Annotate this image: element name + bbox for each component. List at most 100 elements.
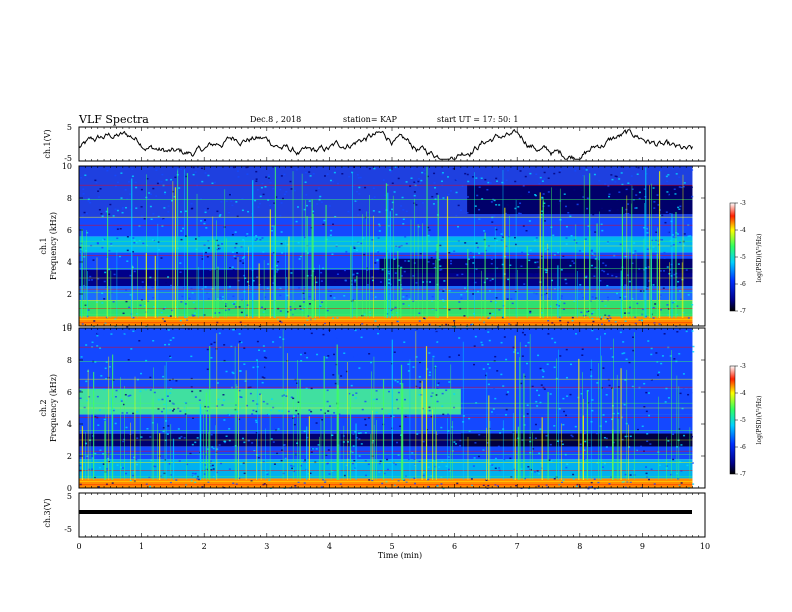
- spectrum-speckle: [646, 440, 649, 443]
- spectrum-speckle: [603, 333, 606, 335]
- spectrum-speckle: [210, 433, 213, 436]
- spectrum-speckle: [120, 172, 123, 174]
- spectrum-speckle: [465, 219, 468, 221]
- spectrum-speckle: [431, 308, 434, 311]
- spectrum-speckle: [376, 259, 379, 261]
- spectrum-speckle: [204, 172, 207, 174]
- spectrum-speckle: [413, 477, 416, 480]
- spectrum-speckle: [518, 331, 521, 333]
- spectrum-speckle: [265, 357, 268, 359]
- spectrum-speckle: [201, 333, 204, 335]
- spectrum-speckle: [573, 431, 576, 434]
- spectrum-speckle: [678, 186, 681, 188]
- frequency-tick-label: 10: [62, 162, 72, 171]
- spectrum-speckle: [536, 389, 539, 392]
- spectrum-speckle: [489, 312, 492, 315]
- spectrum-speckle: [495, 204, 498, 206]
- spectrum-speckle: [307, 350, 310, 353]
- spectrum-speckle: [200, 167, 203, 170]
- spectrum-speckle: [163, 218, 166, 221]
- spectrum-speckle: [397, 339, 400, 342]
- spectrum-speckle: [277, 428, 280, 430]
- spectrum-speckle: [624, 392, 627, 394]
- spectrum-speckle: [152, 264, 155, 266]
- spectrum-speckle: [248, 439, 251, 442]
- spectrum-speckle: [636, 173, 639, 175]
- spectrum-speckle: [80, 176, 83, 179]
- spectrum-speckle: [326, 173, 329, 176]
- spectrum-speckle: [516, 352, 519, 354]
- spectrum-speckle: [294, 308, 297, 310]
- spectrum-speckle: [372, 210, 375, 212]
- spectrum-speckle: [241, 437, 244, 440]
- spectrum-speckle: [533, 471, 536, 473]
- spectrum-speckle: [506, 391, 509, 393]
- spectrum-speckle: [330, 290, 333, 293]
- spectrum-speckle: [541, 196, 544, 199]
- spectrum-speckle: [377, 250, 380, 253]
- spectrum-speckle: [687, 388, 690, 391]
- spectrum-speckle: [582, 251, 585, 253]
- spectrum-speckle: [336, 317, 339, 319]
- spectrum-speckle: [255, 180, 258, 182]
- spectrum-speckle: [221, 299, 224, 301]
- spectrum-speckle: [259, 393, 262, 396]
- spectrum-speckle: [583, 432, 586, 435]
- spectrum-speckle: [483, 230, 486, 232]
- spectrum-speckle: [133, 270, 136, 273]
- spectrum-speckle: [247, 210, 250, 213]
- spectrum-speckle: [464, 242, 467, 244]
- spectrum-speckle: [152, 296, 155, 299]
- spectrum-speckle: [193, 312, 196, 315]
- spectrum-speckle: [591, 329, 594, 332]
- spectrum-speckle: [222, 399, 225, 401]
- spectrum-speckle: [659, 308, 662, 311]
- spectrum-speckle: [614, 371, 617, 374]
- spectrum-speckle: [222, 393, 225, 396]
- spectrum-speckle: [361, 408, 364, 411]
- spectrum-speckle: [303, 482, 306, 484]
- time-tick-label: 5: [389, 542, 394, 551]
- spectrum-speckle: [126, 260, 129, 262]
- spectrum-speckle: [132, 474, 135, 477]
- spectrum-speckle: [604, 317, 607, 319]
- spectrum-speckle: [486, 188, 489, 191]
- spectrum-speckle: [299, 308, 302, 310]
- spectrum-speckle: [232, 295, 235, 298]
- spectrum-speckle: [245, 235, 248, 237]
- spectrum-speckle: [82, 188, 85, 190]
- spectrum-speckle: [127, 359, 130, 361]
- spectrum-speckle: [607, 314, 610, 317]
- spectrum-speckle: [390, 338, 393, 340]
- spectrum-speckle: [435, 309, 438, 311]
- colorbar-tick-label: -5: [740, 254, 746, 261]
- spectrum-speckle: [96, 345, 99, 347]
- spectrum-speckle: [287, 410, 290, 413]
- spectrum-speckle: [515, 437, 518, 440]
- spectrum-speckle: [355, 339, 358, 341]
- spectrum-speckle: [555, 304, 558, 306]
- spectrum-speckle: [190, 377, 193, 380]
- spectrum-speckle: [172, 403, 175, 405]
- spectrum-band: [79, 414, 693, 434]
- spectrum-speckle: [401, 289, 404, 292]
- spectrum-speckle: [206, 292, 209, 294]
- spectrum-speckle: [298, 287, 301, 289]
- spectrum-speckle: [683, 434, 686, 437]
- spectrum-speckle: [151, 239, 154, 241]
- spectrum-speckle: [169, 315, 172, 317]
- spectrum-speckle: [529, 311, 532, 314]
- spectrum-speckle: [371, 279, 374, 282]
- spectrum-speckle: [585, 275, 588, 278]
- spectrum-speckle: [562, 255, 565, 257]
- spectrum-speckle: [335, 450, 338, 453]
- spectrum-speckle: [442, 300, 445, 302]
- spectrum-speckle: [496, 452, 499, 455]
- spectrum-speckle: [588, 454, 591, 457]
- spectrum-speckle: [687, 235, 690, 237]
- spectrum-speckle: [603, 329, 606, 331]
- spectrum-speckle: [389, 169, 392, 171]
- spectrum-speckle: [309, 413, 312, 415]
- spectrum-speckle: [438, 383, 441, 385]
